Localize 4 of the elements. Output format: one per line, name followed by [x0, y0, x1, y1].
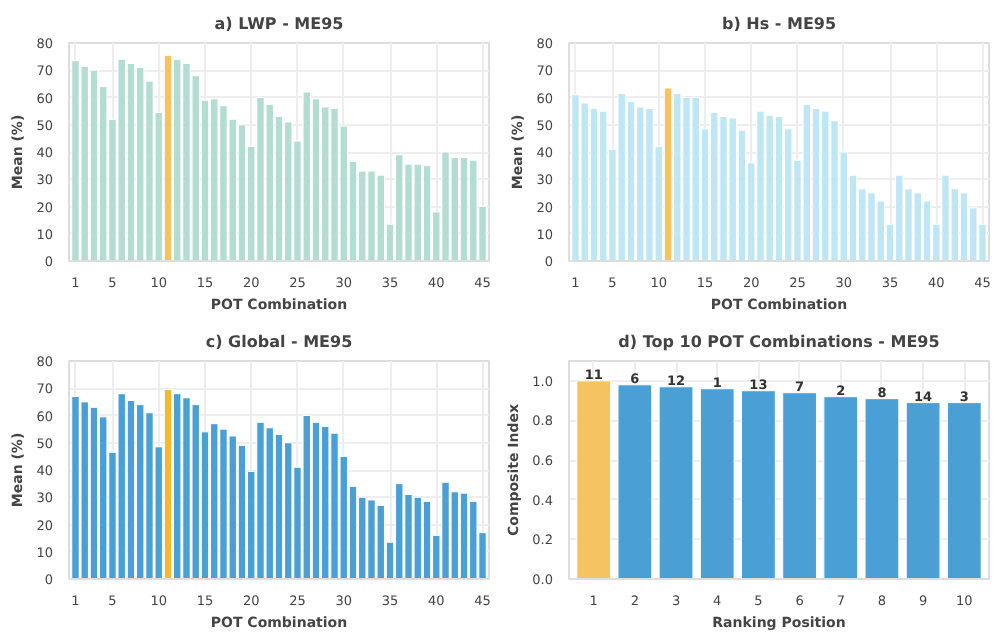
- chart-title: a) LWP - ME95: [214, 15, 345, 33]
- chart-title: c) Global - ME95: [205, 333, 354, 351]
- chart-title: b) Hs - ME95: [721, 15, 837, 33]
- chart-title: d) Top 10 POT Combinations - ME95: [618, 333, 941, 351]
